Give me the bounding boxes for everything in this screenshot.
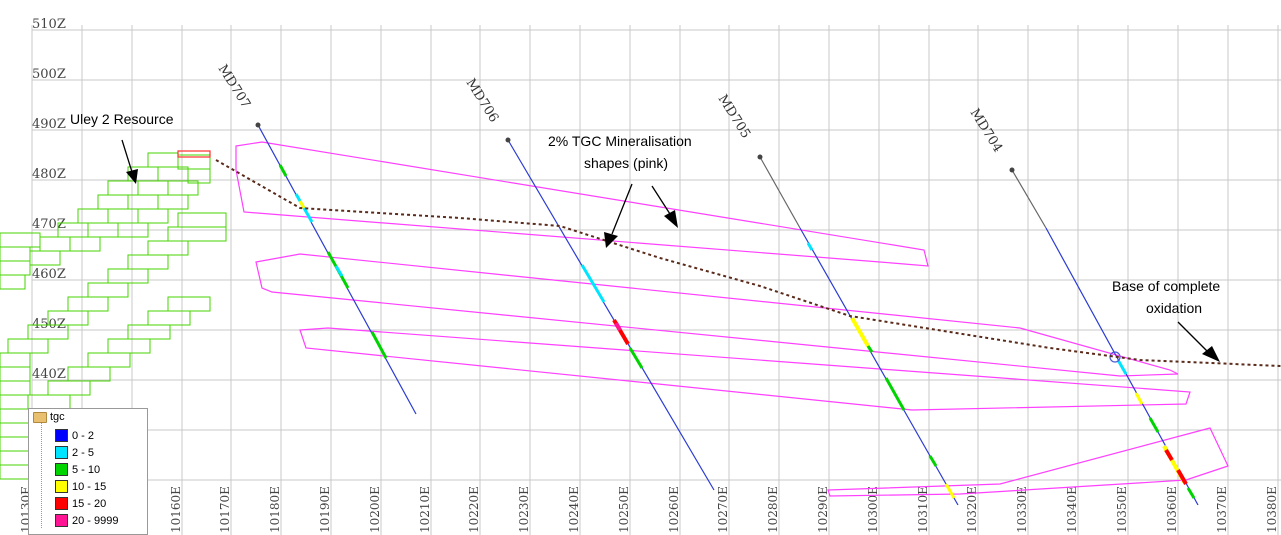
folder-icon	[33, 411, 47, 423]
rl-label: 510Z	[32, 17, 66, 32]
rl-label: 470Z	[32, 217, 66, 232]
legend-item: 5 - 10	[55, 463, 100, 476]
drillhole-label-md704: MD704	[967, 106, 1005, 155]
easting-label: 10270E	[716, 486, 730, 533]
legend-item-label: 5 - 10	[72, 463, 101, 476]
legend-swatch	[55, 497, 68, 510]
legend-item-label: 15 - 20	[72, 497, 107, 510]
legend-swatch	[55, 446, 68, 459]
legend-title[interactable]: tgc	[33, 411, 65, 423]
easting-labels: 10130E 10160E 10170E 10180E 10190E 10200…	[19, 486, 1279, 533]
legend-item: 15 - 20	[55, 497, 106, 510]
easting-label: 10380E	[1265, 486, 1279, 533]
legend-swatch	[55, 480, 68, 493]
tgc-legend: tgc 0 - 2 2 - 5 5 - 10 10 - 15 15 - 20 2…	[28, 408, 148, 535]
rl-label: 500Z	[32, 67, 66, 82]
rl-label: 460Z	[32, 267, 66, 282]
easting-label: 10200E	[368, 486, 382, 533]
easting-label: 10350E	[1115, 486, 1129, 533]
legend-item-label: 20 - 9999	[72, 514, 119, 527]
easting-label: 10250E	[617, 486, 631, 533]
easting-label: 10310E	[916, 486, 930, 533]
legend-item: 20 - 9999	[55, 514, 118, 527]
easting-label: 10330E	[1015, 486, 1029, 533]
rl-label: 480Z	[32, 167, 66, 182]
annotation-mineralisation-1: 2% TGC Mineralisation	[548, 133, 692, 149]
easting-label: 10240E	[567, 486, 581, 533]
legend-title-label: tgc	[50, 411, 65, 423]
easting-label: 10260E	[667, 486, 681, 533]
legend-item: 0 - 2	[55, 429, 94, 442]
drillholes	[255, 122, 1199, 506]
legend-item: 10 - 15	[55, 480, 106, 493]
drillhole-label-md707: MD707	[215, 62, 253, 111]
annotation-oxidation-1: Base of complete	[1112, 278, 1220, 294]
easting-label: 10230E	[517, 486, 531, 533]
easting-label: 10290E	[816, 486, 830, 533]
rl-label: 440Z	[32, 367, 66, 382]
drillhole-label-md706: MD706	[463, 76, 501, 125]
resource-blocks	[0, 150, 227, 480]
easting-label: 10360E	[1165, 486, 1179, 533]
legend-swatch	[55, 429, 68, 442]
drillhole-label-md705: MD705	[715, 92, 753, 141]
easting-label: 10170E	[218, 486, 232, 533]
legend-swatch	[55, 463, 68, 476]
oxidation-line	[215, 159, 1281, 367]
legend-item-label: 0 - 2	[72, 429, 95, 442]
rl-labels: 510Z 500Z 490Z 480Z 470Z 460Z 450Z 440Z	[32, 17, 66, 382]
legend-item-label: 2 - 5	[72, 446, 95, 459]
easting-label: 10340E	[1065, 486, 1079, 533]
rl-label: 490Z	[32, 117, 66, 132]
easting-label: 10180E	[268, 486, 282, 533]
annotation-resource: Uley 2 Resource	[70, 111, 174, 127]
easting-label: 10220E	[467, 486, 481, 533]
easting-label: 10160E	[169, 486, 183, 533]
easting-label: 10190E	[318, 486, 332, 533]
easting-label: 10320E	[965, 486, 979, 533]
annotation-mineralisation-2: shapes (pink)	[584, 155, 668, 171]
legend-swatch	[55, 514, 68, 527]
annotation-arrows	[121, 139, 1220, 362]
annotations: Uley 2 Resource 2% TGC Mineralisation sh…	[70, 111, 1220, 316]
easting-label: 10370E	[1215, 486, 1229, 533]
mineralisation-shapes	[235, 141, 1229, 497]
legend-item-label: 10 - 15	[72, 480, 107, 493]
annotation-oxidation-2: oxidation	[1146, 300, 1202, 316]
legend-item: 2 - 5	[55, 446, 94, 459]
legend-tree-line	[41, 423, 43, 528]
easting-label: 10300E	[866, 486, 880, 533]
easting-label: 10280E	[766, 486, 780, 533]
easting-label: 10210E	[418, 486, 432, 533]
